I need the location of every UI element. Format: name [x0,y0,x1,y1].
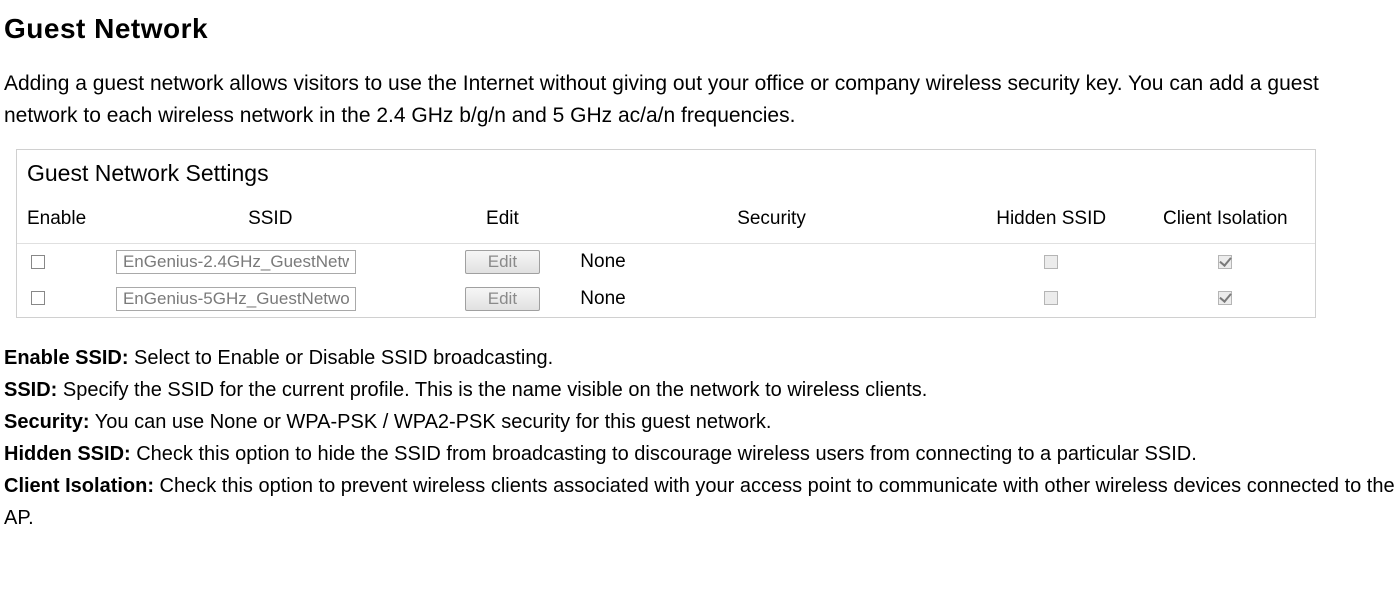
def-term: Enable SSID: [4,347,128,369]
col-header-ssid: SSID [112,199,429,244]
table-row: Edit None [17,281,1315,318]
client-isolation-checkbox[interactable] [1218,291,1232,305]
enable-checkbox[interactable] [31,255,45,269]
def-term: SSID: [4,379,57,401]
guest-network-settings-panel: Guest Network Settings Enable SSID Edit … [16,149,1316,318]
security-value: None [576,244,966,281]
def-hidden-ssid: Hidden SSID: Check this option to hide t… [4,438,1397,470]
hidden-ssid-checkbox[interactable] [1044,291,1058,305]
intro-text: Adding a guest network allows visitors t… [4,68,1397,131]
security-value: None [576,281,966,318]
col-header-isolation: Client Isolation [1136,199,1315,244]
col-header-security: Security [576,199,966,244]
col-header-hidden: Hidden SSID [967,199,1136,244]
def-desc: Select to Enable or Disable SSID broadca… [128,347,553,369]
def-client-isolation: Client Isolation: Check this option to p… [4,470,1397,534]
settings-table: Enable SSID Edit Security Hidden SSID Cl… [17,199,1315,318]
table-row: Edit None [17,244,1315,281]
def-enable-ssid: Enable SSID: Select to Enable or Disable… [4,342,1397,374]
def-security: Security: You can use None or WPA-PSK / … [4,406,1397,438]
definitions-block: Enable SSID: Select to Enable or Disable… [4,342,1397,534]
hidden-ssid-checkbox[interactable] [1044,255,1058,269]
def-desc: Check this option to prevent wireless cl… [4,475,1395,529]
table-header-row: Enable SSID Edit Security Hidden SSID Cl… [17,199,1315,244]
def-desc: Check this option to hide the SSID from … [131,443,1197,465]
col-header-enable: Enable [17,199,112,244]
col-header-edit: Edit [429,199,577,244]
ssid-input[interactable] [116,250,356,274]
def-term: Security: [4,411,90,433]
def-desc: Specify the SSID for the current profile… [57,379,927,401]
def-desc: You can use None or WPA-PSK / WPA2-PSK s… [90,411,772,433]
ssid-input[interactable] [116,287,356,311]
def-ssid: SSID: Specify the SSID for the current p… [4,374,1397,406]
def-term: Hidden SSID: [4,443,131,465]
client-isolation-checkbox[interactable] [1218,255,1232,269]
edit-button[interactable]: Edit [465,250,540,274]
def-term: Client Isolation: [4,475,154,497]
edit-button[interactable]: Edit [465,287,540,311]
panel-title: Guest Network Settings [17,150,1315,199]
enable-checkbox[interactable] [31,291,45,305]
page-title: Guest Network [4,8,1397,50]
